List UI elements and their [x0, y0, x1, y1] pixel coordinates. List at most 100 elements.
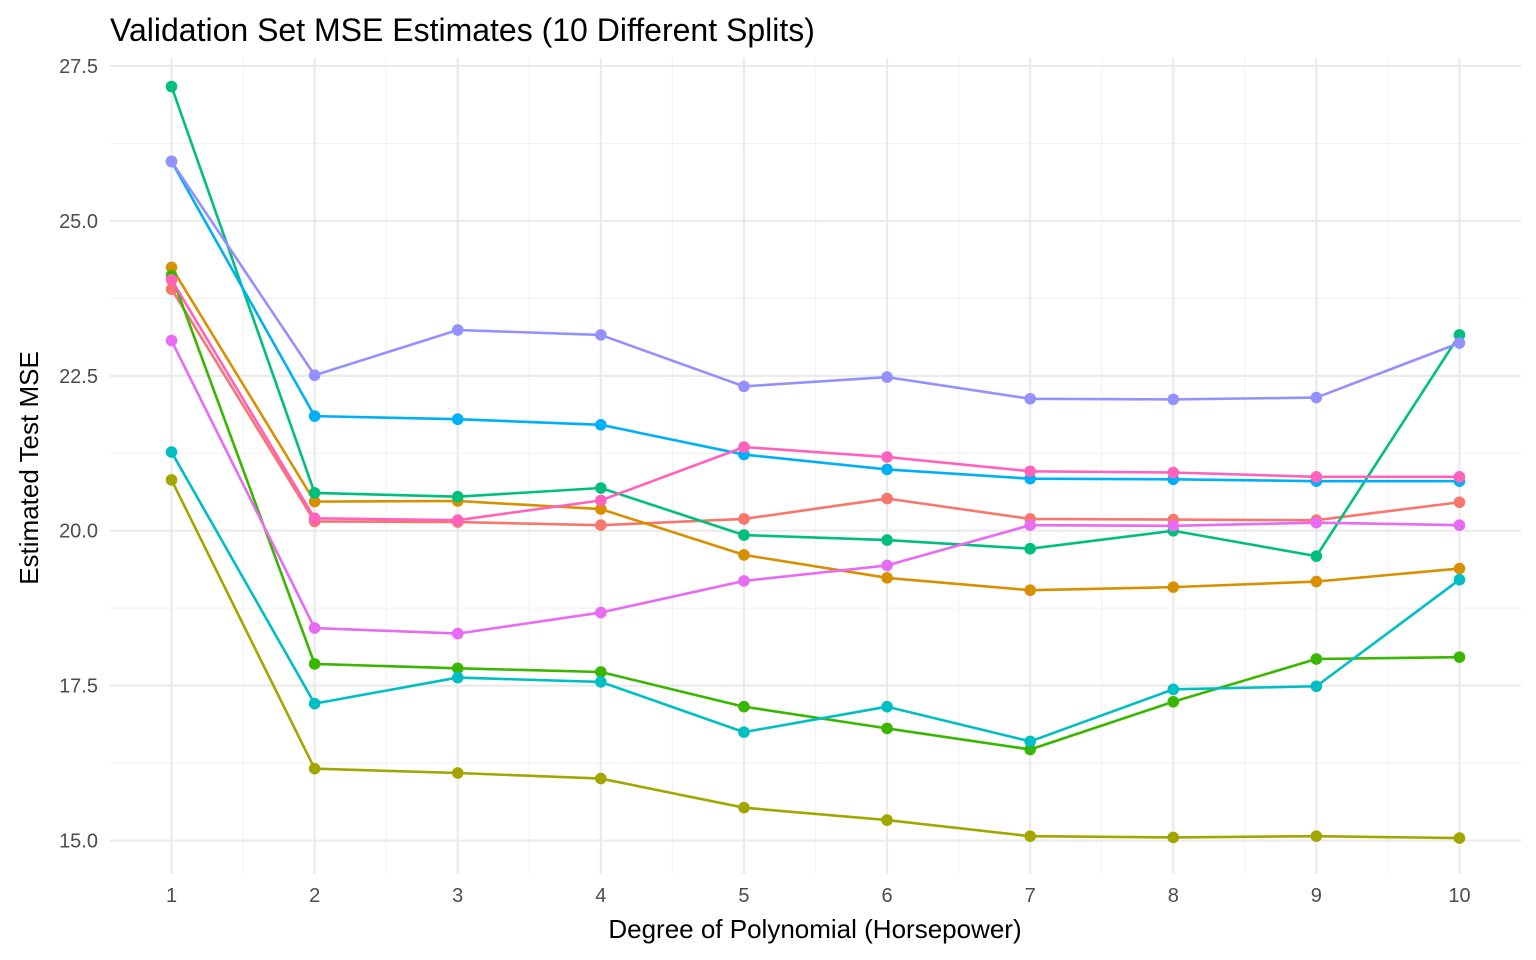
series-line-4: [170, 275, 1460, 751]
x-tick-label: 10: [1448, 885, 1470, 907]
data-point: [881, 451, 893, 463]
data-point: [738, 801, 750, 814]
data-point: [308, 487, 321, 499]
data-point: [738, 549, 750, 561]
series-line-9: [170, 339, 1460, 635]
data-point: [595, 666, 607, 678]
y-tick-label: 25.0: [59, 211, 98, 233]
data-point: [1310, 653, 1323, 665]
data-point: [881, 463, 893, 476]
data-point: [595, 503, 607, 515]
x-axis-title: Degree of Polynomial (Horsepower): [608, 914, 1021, 944]
data-point: [1024, 584, 1036, 597]
data-point: [1453, 573, 1466, 586]
data-point: [881, 559, 893, 572]
series-line-10: [170, 279, 1460, 522]
data-point: [881, 572, 893, 584]
series-6: [165, 446, 1466, 748]
y-tick-label: 17.5: [59, 676, 98, 698]
data-point: [738, 726, 750, 738]
data-point: [1024, 392, 1036, 405]
series-line-7: [170, 160, 1460, 483]
data-point: [308, 762, 321, 775]
data-point: [595, 482, 607, 494]
data-point: [451, 671, 464, 684]
x-tick-label: 2: [309, 885, 320, 907]
data-point: [738, 700, 750, 713]
data-point: [1453, 329, 1466, 341]
data-point: [1310, 391, 1323, 404]
data-point: [1453, 496, 1466, 509]
x-tick-label: 6: [881, 885, 892, 907]
series-3: [165, 474, 1466, 844]
data-point: [451, 324, 464, 336]
data-point: [165, 155, 178, 168]
series-10: [165, 274, 1466, 527]
series-line-3: [170, 479, 1460, 840]
data-point: [165, 474, 178, 486]
data-point: [308, 512, 321, 525]
data-point: [595, 606, 607, 619]
series-line-2: [170, 266, 1460, 592]
data-point: [1453, 832, 1466, 844]
data-point: [595, 519, 607, 531]
x-tick-label: 3: [452, 885, 463, 907]
data-point: [1167, 393, 1180, 406]
data-point: [308, 369, 321, 382]
data-point: [881, 814, 893, 826]
data-point: [308, 410, 321, 422]
data-point: [738, 513, 750, 525]
data-point: [881, 371, 893, 383]
data-point: [881, 700, 893, 713]
data-point: [1167, 695, 1180, 708]
data-point: [1167, 831, 1180, 844]
y-tick-label: 20.0: [59, 521, 98, 543]
data-point: [451, 627, 464, 640]
series-line-5: [170, 86, 1461, 558]
data-point: [1310, 516, 1323, 529]
data-point: [165, 334, 178, 347]
data-point: [1167, 581, 1180, 593]
series-group: [165, 80, 1466, 844]
data-point: [451, 767, 464, 779]
data-point: [595, 676, 607, 688]
x-tick-label: 4: [595, 885, 606, 907]
series-2: [165, 261, 1466, 597]
series-4: [165, 269, 1466, 756]
series-8: [165, 155, 1466, 406]
y-tick-label: 22.5: [59, 366, 98, 388]
series-9: [165, 334, 1466, 640]
data-point: [451, 514, 464, 527]
data-point: [738, 441, 750, 453]
x-tick-label: 5: [738, 885, 749, 907]
data-point: [1453, 562, 1466, 575]
data-point: [1024, 743, 1036, 756]
data-point: [1024, 519, 1036, 531]
series-line-1: [170, 288, 1460, 527]
data-point: [308, 658, 321, 670]
data-point: [1167, 683, 1180, 696]
data-point: [1453, 651, 1466, 663]
data-point: [451, 490, 464, 503]
data-point: [451, 413, 464, 426]
x-tick-label: 7: [1025, 885, 1036, 907]
data-point: [595, 329, 607, 341]
data-point: [881, 534, 893, 546]
data-point: [595, 418, 607, 431]
y-axis-title: Estimated Test MSE: [14, 351, 44, 585]
data-point: [1024, 465, 1036, 478]
data-point: [595, 494, 607, 507]
data-point: [1024, 542, 1036, 555]
data-point: [881, 722, 893, 735]
data-point: [738, 380, 750, 393]
grid-minor: [110, 58, 1521, 874]
data-point: [308, 495, 321, 508]
data-point: [165, 274, 178, 286]
x-axis-ticks: 1 2 3 4 5 6 7 8 9 10: [166, 885, 1471, 907]
data-point: [1167, 466, 1180, 479]
data-point: [881, 492, 893, 505]
data-point: [308, 622, 321, 634]
y-tick-label: 27.5: [59, 56, 98, 78]
data-point: [1453, 519, 1466, 531]
